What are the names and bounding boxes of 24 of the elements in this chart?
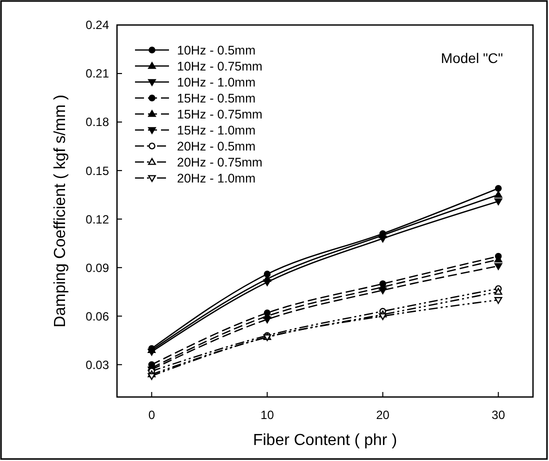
y-tick-label: 0.21 bbox=[86, 66, 110, 81]
x-tick-label: 0 bbox=[148, 408, 156, 422]
x-axis-title: Fiber Content ( phr ) bbox=[252, 432, 398, 449]
legend-label: 15Hz - 0.5mm bbox=[177, 91, 256, 106]
legend-label: 10Hz - 0.75mm bbox=[177, 59, 262, 74]
annotation: Model "C" bbox=[440, 50, 504, 66]
y-axis-title: Damping Coefficient ( kgf s/mm ) bbox=[52, 94, 69, 328]
y-tick-label: 0.18 bbox=[86, 115, 110, 130]
y-tick-label: 0.06 bbox=[86, 309, 110, 324]
legend-label: 20Hz - 0.5mm bbox=[177, 139, 256, 154]
x-tick-label: 10 bbox=[260, 408, 274, 422]
legend-label: 15Hz - 0.75mm bbox=[177, 107, 262, 122]
y-tick-label: 0.03 bbox=[86, 358, 110, 372]
legend-label: 20Hz - 1.0mm bbox=[177, 171, 256, 186]
legend-label: 10Hz - 1.0mm bbox=[177, 75, 256, 90]
x-tick-label: 30 bbox=[492, 408, 506, 422]
legend-label: 20Hz - 0.75mm bbox=[177, 155, 262, 170]
legend-label: 15Hz - 1.0mm bbox=[177, 123, 256, 138]
y-tick-label: 0.12 bbox=[86, 212, 110, 226]
y-tick-label: 0.24 bbox=[86, 18, 110, 32]
x-tick-label: 20 bbox=[376, 408, 390, 422]
legend-label: 10Hz - 0.5mm bbox=[177, 43, 256, 58]
y-tick-label: 0.15 bbox=[86, 164, 110, 178]
y-tick-label: 0.09 bbox=[86, 260, 110, 275]
